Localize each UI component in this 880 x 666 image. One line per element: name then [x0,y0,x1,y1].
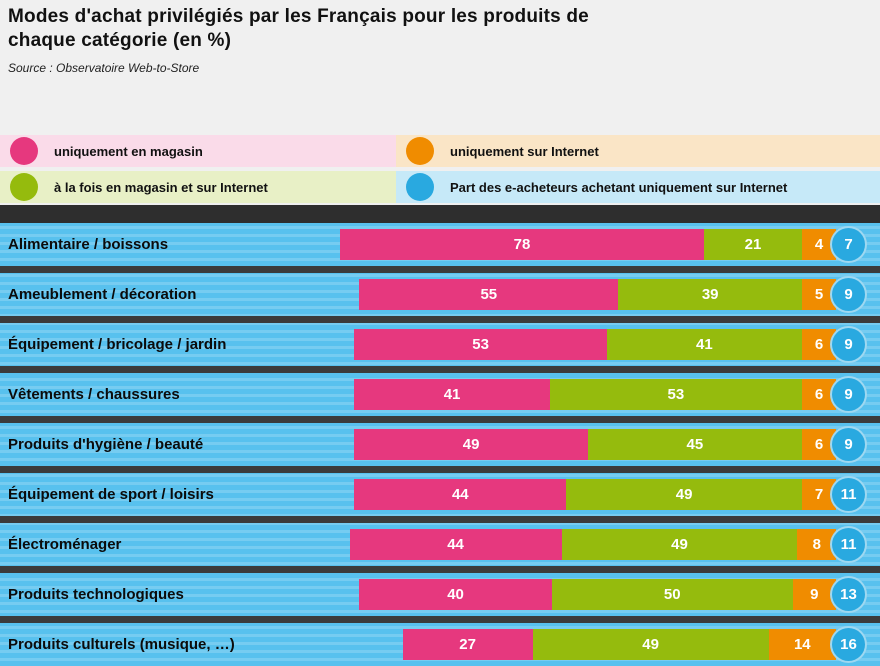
legend-label: uniquement en magasin [54,143,203,159]
legend-label: uniquement sur Internet [450,143,599,159]
online-only-dot-icon [406,137,434,165]
bar-segment-both-channels: 39 [618,279,802,310]
stacked-bar: 78 21 4 [340,229,836,260]
chart-row: Équipement / bricolage / jardin 53 41 6 9 [0,323,880,366]
chart-row: Produits culturels (musique, …) 27 49 14 16 [0,623,880,666]
bar-segment-both-channels: 53 [549,379,802,410]
online-share-badge: 9 [830,426,867,463]
bar-segment-store-only: 53 [354,329,607,360]
category-label: Équipement de sport / loisirs [8,486,214,503]
legend-label: Part des e-acheteurs achetant uniquement… [450,179,788,195]
chart-row: Vêtements / chaussures 41 53 6 9 [0,373,880,416]
online-share-badge: 9 [830,276,867,313]
bar-segment-both-channels: 49 [532,629,769,660]
stacked-bar: 53 41 6 [354,329,836,360]
category-label: Alimentaire / boissons [8,236,169,253]
category-label: Produits d'hygiène / beauté [8,436,204,453]
bar-segment-both-channels: 49 [566,479,802,510]
bar-segment-both-channels: 49 [561,529,798,560]
header: Modes d'achat privilégiés par les França… [0,0,880,133]
chart-title-line1: Modes d'achat privilégiés par les França… [8,6,589,27]
bar-segment-store-only: 78 [340,229,704,260]
legend: uniquement en magasin uniquement sur Int… [0,133,880,205]
category-label: Produits technologiques [8,586,184,603]
legend-item-both: à la fois en magasin et sur Internet [0,171,396,203]
stacked-bar: 49 45 6 [354,429,836,460]
chart-title-line2: chaque catégorie (en %) [8,30,232,51]
stacked-bar-chart: Alimentaire / boissons 78 21 4 7 Ameublement … [0,205,880,666]
online-share-badge: 13 [830,576,867,613]
bar-zone: 41 53 6 9 [340,376,867,413]
row-separator [0,516,880,523]
bar-segment-online-only: 14 [768,629,836,660]
row-separator [0,466,880,473]
row-separator [0,266,880,273]
bar-segment-store-only: 41 [354,379,550,410]
bar-zone: 44 49 7 11 [340,476,867,513]
bar-segment-store-only: 27 [402,629,533,660]
bar-zone: 27 49 14 16 [340,626,867,663]
chart-row: Produits technologiques 40 50 9 13 [0,573,880,616]
row-separator [0,366,880,373]
legend-item-store-only: uniquement en magasin [0,135,396,167]
bar-segment-both-channels: 45 [587,429,802,460]
source-note: Source : Observatoire Web-to-Store [8,61,200,75]
bar-segment-store-only: 55 [359,279,619,310]
online-share-badge: 9 [830,376,867,413]
category-label: Produits culturels (musique, …) [8,636,235,653]
bar-segment-store-only: 44 [349,529,562,560]
bar-zone: 55 39 5 9 [340,276,867,313]
bar-zone: 49 45 6 9 [340,426,867,463]
legend-label: à la fois en magasin et sur Internet [54,179,268,195]
row-separator [0,316,880,323]
row-separator [0,616,880,623]
category-label: Équipement / bricolage / jardin [8,336,227,353]
stacked-bar: 44 49 8 [349,529,837,560]
bar-zone: 44 49 8 11 [340,526,867,563]
stacked-bar: 27 49 14 [402,629,836,660]
online-share-badge: 9 [830,326,867,363]
stacked-bar: 41 53 6 [354,379,836,410]
online-share-badge: 16 [830,626,867,663]
category-label: Électroménager [8,536,122,553]
bar-segment-store-only: 40 [359,579,552,610]
online-share-dot-icon [406,173,434,201]
online-share-badge: 11 [830,476,867,513]
chart-row: Ameublement / décoration 55 39 5 9 [0,273,880,316]
bar-segment-online-only: 9 [792,579,836,610]
both-channels-dot-icon [10,173,38,201]
row-separator [0,416,880,423]
row-separator [0,566,880,573]
store-only-dot-icon [10,137,38,165]
legend-item-online-only: uniquement sur Internet [396,135,880,167]
online-share-badge: 7 [830,226,867,263]
chart-row: Alimentaire / boissons 78 21 4 7 [0,223,880,266]
chart-row: Électroménager 44 49 8 11 [0,523,880,566]
stacked-bar: 40 50 9 [359,579,836,610]
chart-row: Produits d'hygiène / beauté 49 45 6 9 [0,423,880,466]
stacked-bar: 44 49 7 [354,479,836,510]
online-share-badge: 11 [830,526,867,563]
bar-segment-both-channels: 50 [551,579,793,610]
bar-segment-online-only: 8 [797,529,837,560]
legend-item-online-share: Part des e-acheteurs achetant uniquement… [396,171,880,203]
chart-rows: Alimentaire / boissons 78 21 4 7 Ameublement … [0,223,880,666]
chart-row: Équipement de sport / loisirs 44 49 7 11 [0,473,880,516]
bar-zone: 78 21 4 7 [340,226,867,263]
bar-segment-store-only: 44 [354,479,567,510]
category-label: Ameublement / décoration [8,286,197,303]
bar-segment-store-only: 49 [354,429,588,460]
bar-zone: 53 41 6 9 [340,326,867,363]
bar-zone: 40 50 9 13 [340,576,867,613]
bar-segment-both-channels: 41 [606,329,802,360]
stacked-bar: 55 39 5 [359,279,836,310]
category-label: Vêtements / chaussures [8,386,180,403]
bar-segment-both-channels: 21 [704,229,802,260]
chart-top-separator [0,205,880,223]
